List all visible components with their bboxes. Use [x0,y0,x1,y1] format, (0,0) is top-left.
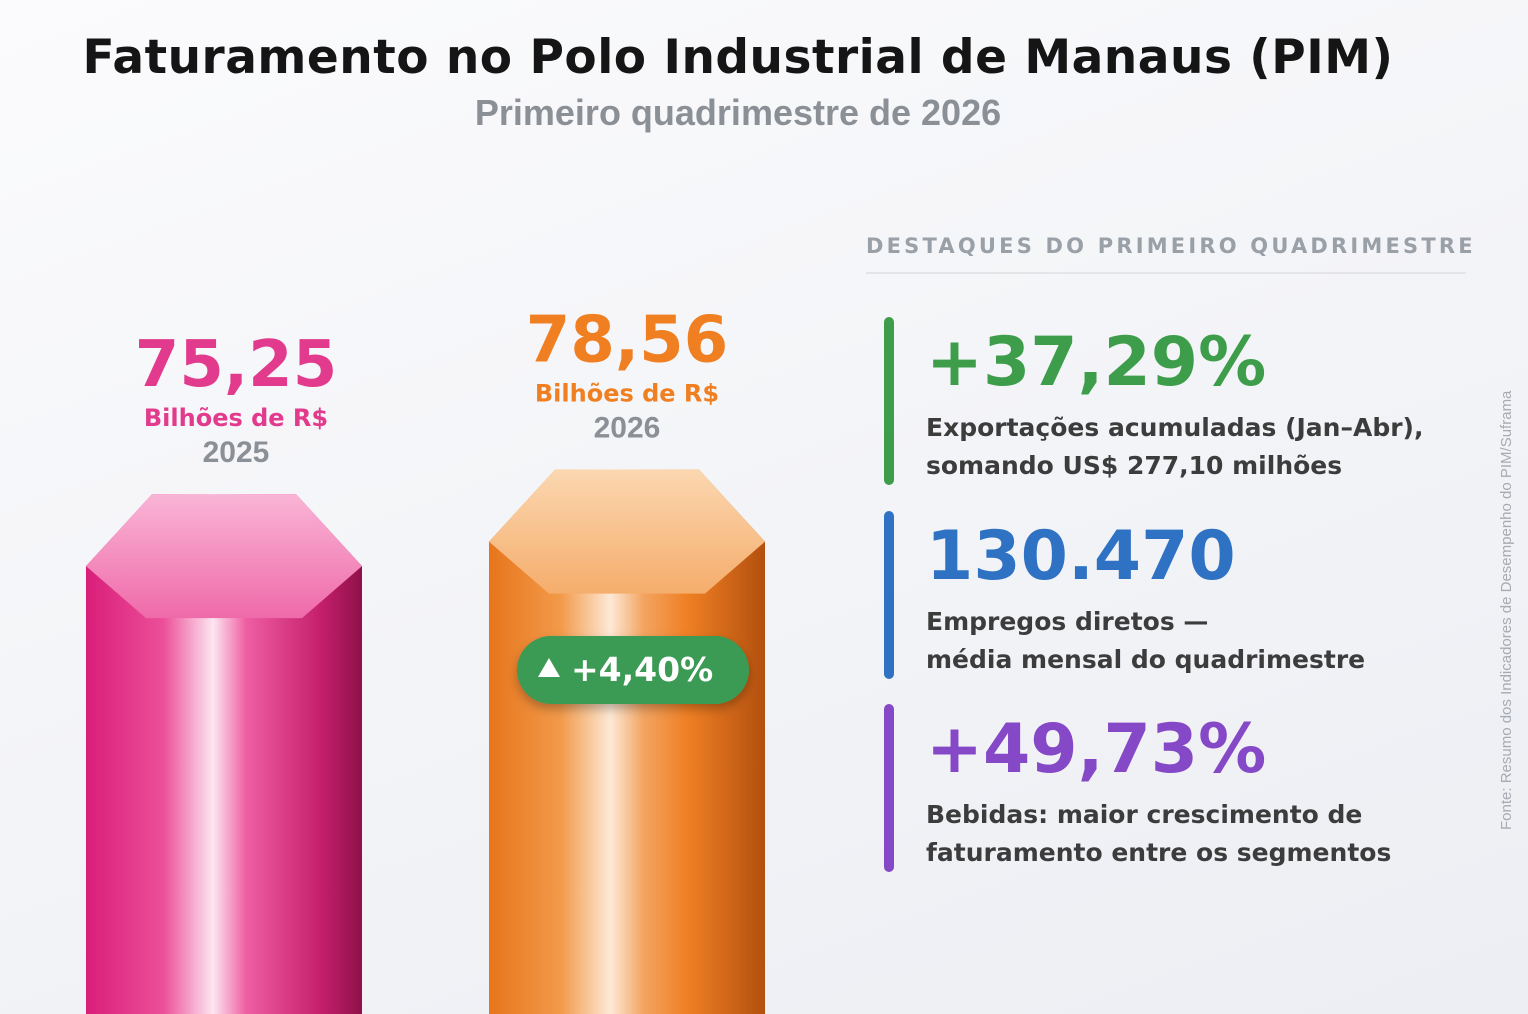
highlight-value: +37,29% [926,323,1267,402]
highlight-description: Bebidas: maior crescimento de faturament… [926,800,1392,867]
highlight-accent-bar [884,704,894,872]
triangle-up-icon [538,658,560,677]
highlights-heading: DESTAQUES DO PRIMEIRO QUADRIMESTRE [866,234,1473,274]
bar-2026-year-label: 2026 [594,412,661,445]
highlight-description: Exportações acumuladas (Jan–Abr), somand… [926,413,1424,480]
highlights-panel: DESTAQUES DO PRIMEIRO QUADRIMESTRE +37,2… [866,234,1473,872]
highlight-description: Empregos diretos — média mensal do quadr… [926,607,1366,674]
highlight-accent-bar [884,317,894,485]
bar-chart: 75,25 Bilhões de R$ 2025 78,56 Bilhões d… [86,304,765,1014]
growth-badge-background [517,636,749,704]
bar-2025 [86,494,362,1014]
highlight-beverages: +49,73% Bebidas: maior crescimento de fa… [884,704,1464,872]
bar-2026-value-label: 78,56 [526,304,728,378]
page-title: Faturamento no Polo Industrial de Manaus… [82,30,1394,85]
highlight-value: +49,73% [926,710,1267,789]
bar-2025-value-label: 75,25 [135,328,337,402]
bar-2025-body [86,494,362,1014]
bar-2026-cap [489,469,765,594]
source-note: Fonte: Resumo dos Indicadores de Desempe… [1498,390,1515,830]
highlight-jobs: 130.470 Empregos diretos — média mensal … [884,511,1464,679]
growth-badge-label: +4,40% [571,650,713,689]
bar-2025-cap [86,494,362,619]
highlight-value: 130.470 [926,517,1236,596]
bar-2026-body [489,469,765,1014]
highlight-exports: +37,29% Exportações acumuladas (Jan–Abr)… [884,317,1464,485]
bar-2025-year-label: 2025 [203,436,270,469]
highlight-accent-bar [884,511,894,679]
page-subtitle: Primeiro quadrimestre de 2026 [474,92,1002,133]
bar-2025-unit-label: Bilhões de R$ [144,404,328,432]
bar-2026 [489,469,765,1014]
growth-badge: +4,40% [517,636,749,704]
bar-2026-unit-label: Bilhões de R$ [535,380,719,408]
